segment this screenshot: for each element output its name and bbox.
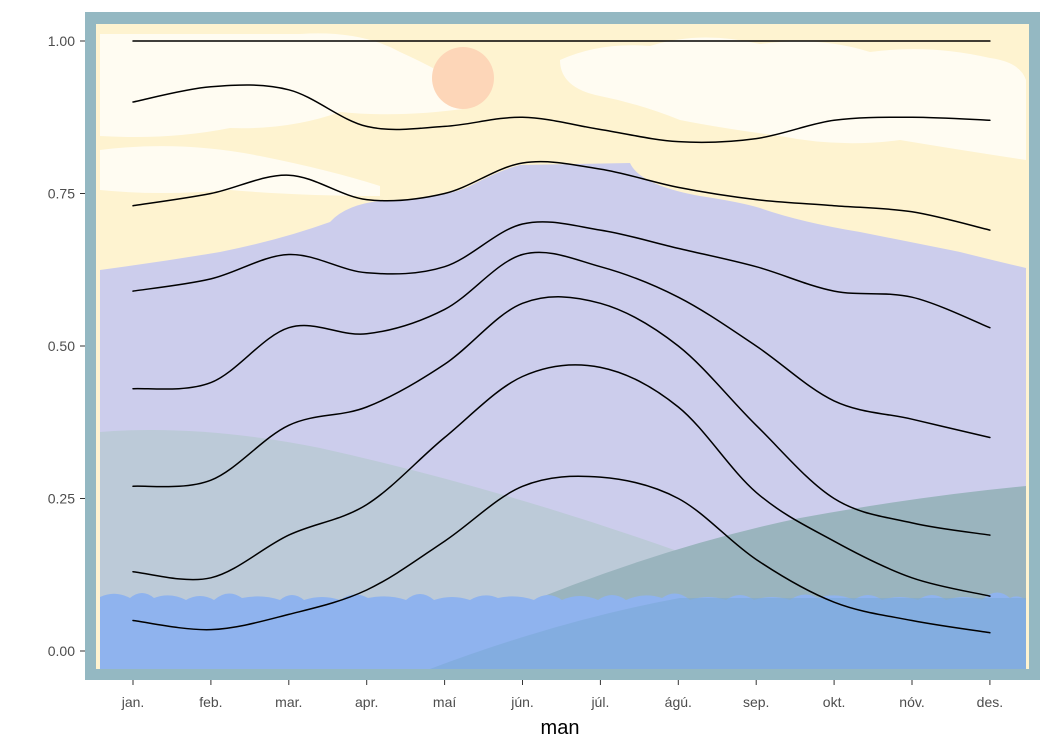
x-tick-label: mar. (275, 694, 302, 710)
x-tick-label: júl. (590, 694, 609, 710)
y-tick-label: 0.50 (48, 338, 75, 354)
x-tick-label: maí (433, 694, 456, 710)
y-tick-label: 0.00 (48, 643, 75, 659)
x-tick-label: jan. (121, 694, 145, 710)
series-line-5 (132, 221, 991, 329)
series-line-7 (132, 84, 991, 144)
y-axis: 0.00 0.25 0.50 0.75 1.00 (48, 33, 85, 659)
y-tick-label: 0.75 (48, 186, 75, 202)
clouds (100, 33, 1026, 196)
sun (432, 47, 494, 109)
series-line-3 (132, 296, 991, 536)
x-tick-label: nóv. (899, 694, 924, 710)
x-axis: jan. feb. mar. apr. maí jún. júl. ágú. sep. okt. n… (121, 680, 1003, 710)
y-tick-label: 0.25 (48, 491, 75, 507)
y-tick-label: 1.00 (48, 33, 75, 49)
series-line-2 (132, 364, 991, 597)
series-layer (132, 40, 991, 634)
x-tick-label: des. (977, 694, 1003, 710)
series-line-4 (132, 251, 991, 439)
x-tick-label: ágú. (665, 694, 692, 710)
x-tick-label: jún. (510, 694, 534, 710)
series-line-6 (132, 160, 991, 231)
x-tick-label: sep. (743, 694, 769, 710)
x-tick-label: apr. (355, 694, 378, 710)
water-hill-overlap (430, 598, 1026, 669)
x-tick-label: okt. (823, 694, 846, 710)
series-line-1 (132, 475, 991, 634)
x-tick-label: feb. (199, 694, 222, 710)
x-axis-title: man (541, 717, 580, 739)
plot-panel (85, 12, 1040, 680)
